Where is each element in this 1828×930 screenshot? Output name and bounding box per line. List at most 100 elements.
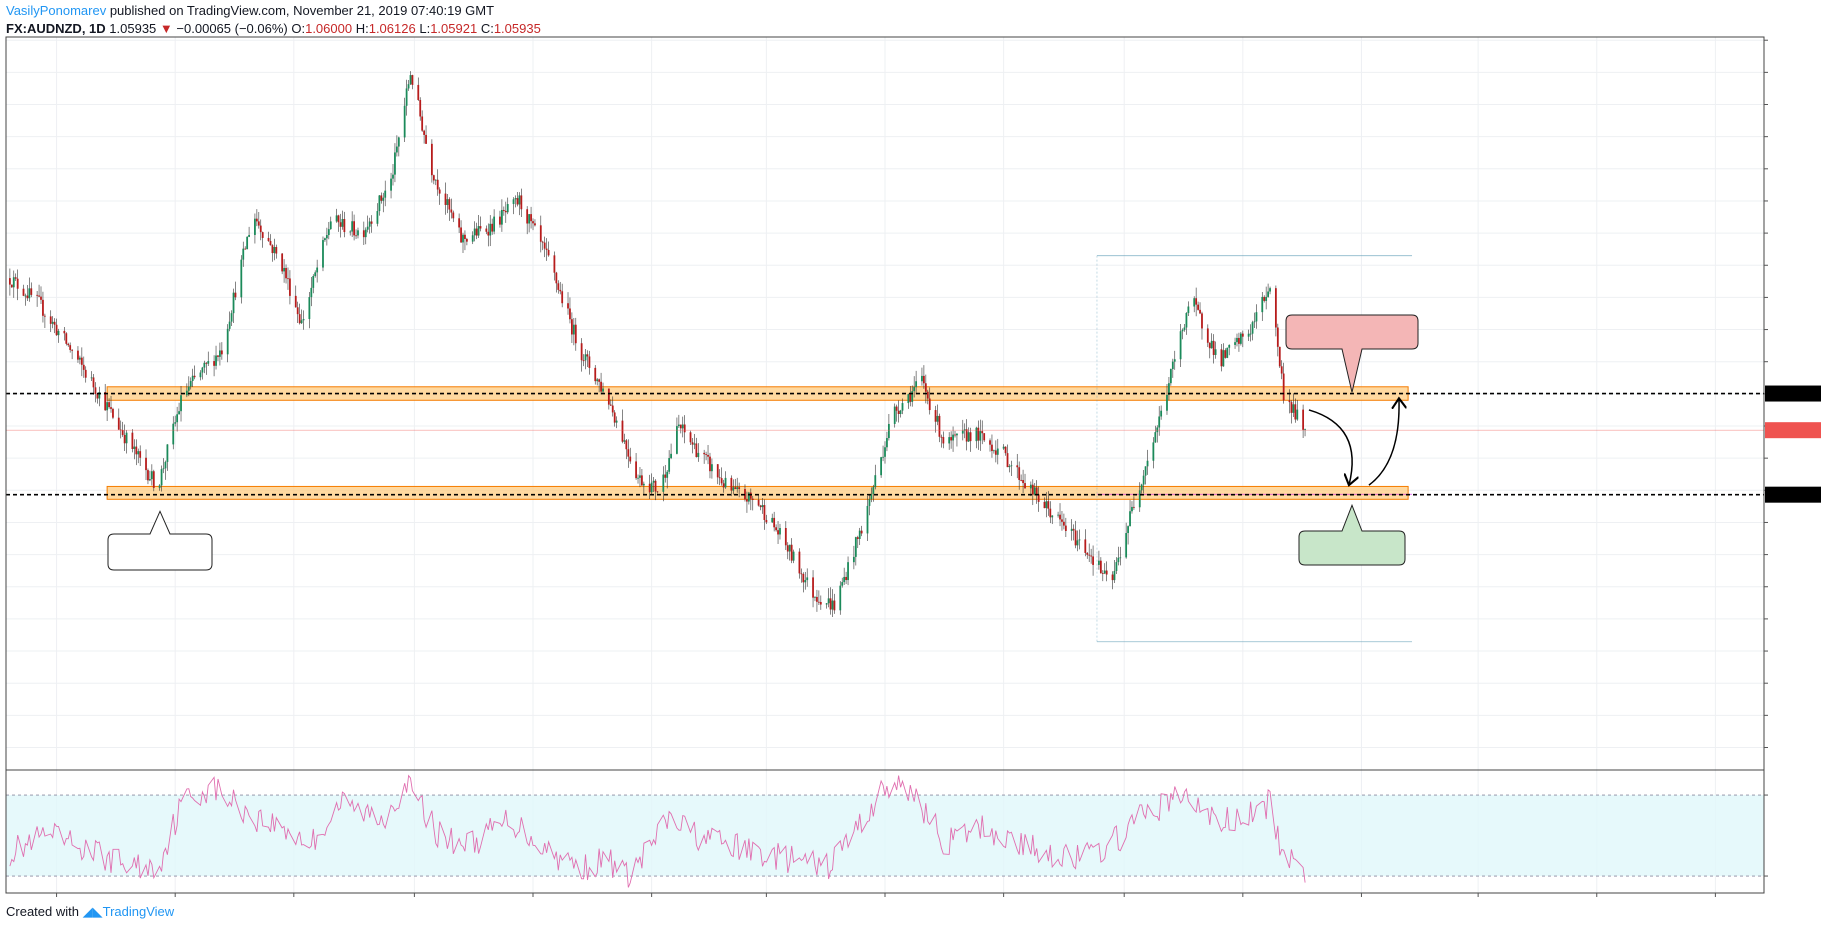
candle-body [1280,366,1283,374]
candle-body [784,528,787,546]
author-link[interactable]: VasilyPonomarev [6,3,107,18]
candle-body [1101,573,1104,574]
candle-body [816,596,818,602]
candle-body [1238,337,1240,344]
candle-body [423,130,426,135]
candle-body [409,75,412,85]
candle-body [458,218,461,228]
candle-body [956,433,958,436]
candle-body [738,487,741,489]
time-axis[interactable] [56,893,1716,897]
callout-support[interactable] [1298,503,1406,566]
candle-body [526,209,529,224]
tradingview-brand[interactable]: TradingView [102,904,175,919]
candle-body [1236,337,1238,343]
annotations[interactable] [107,314,1419,571]
candle-body [166,444,169,462]
candle-body [561,291,564,304]
candle-body [329,221,332,230]
candle-body [817,601,820,603]
candle-body [300,320,303,324]
candle-body [1199,309,1201,314]
callout-resistance[interactable] [1285,314,1419,393]
candle-body [185,390,188,396]
candle-body [922,375,925,384]
candle-body [1074,530,1077,546]
candle-body [975,427,978,442]
candle-body [629,456,632,462]
price-change: −0.00065 (−0.06%) [176,21,288,36]
candle-body [720,478,723,484]
candle-body [1222,350,1225,367]
candle-body [666,471,669,478]
candle-body [623,440,626,442]
candle-body [559,289,562,292]
candle-body [203,362,206,368]
candle-body [1105,570,1108,575]
candle-body [405,88,408,106]
callout-white[interactable] [107,510,213,571]
candle-body [434,179,437,181]
candle-body [895,406,898,411]
candle-body [112,408,114,418]
close-label: C: [480,21,494,36]
candle-body [448,199,451,210]
candle-body [341,219,344,227]
candle-body [1214,349,1217,355]
candle-body [1265,296,1268,301]
candle-body [160,469,163,486]
candle-body [928,398,931,411]
candle-body [411,75,414,85]
candle-body [450,209,453,213]
callout-box [1285,314,1419,393]
price-axis[interactable] [1764,39,1821,877]
candle-body [732,487,735,491]
tradingview-logo-icon: ◢◣ [82,904,103,919]
candle-body [1059,514,1061,520]
candle-body [981,431,984,434]
candle-body [502,209,505,211]
candle-body [1103,570,1106,574]
grid [6,37,1764,893]
candle-body [1006,453,1009,468]
candle-body [312,275,315,288]
candle-body [1029,484,1032,489]
candle-body [1024,483,1026,489]
candle-body [642,483,645,486]
symbol-name[interactable]: FX:AUDNZD, 1D [6,21,106,36]
candle-body [969,432,972,442]
candle-body [695,443,698,458]
candle-body [407,84,410,89]
candle-body [874,475,877,488]
candle-body [899,410,902,415]
candle-body [882,456,884,458]
candle-body [191,375,194,381]
candle-body [121,430,124,435]
candle-body [1111,574,1114,581]
candle-body [845,576,848,581]
candle-body [14,277,17,279]
candle-body [1117,557,1120,563]
candle-body [269,240,272,246]
candle-body [989,440,991,445]
candle-body [1296,409,1299,420]
candle-body [648,483,651,493]
candle-body [940,436,943,438]
candle-body [353,221,355,236]
candle-body [82,364,85,370]
candle-body [69,345,72,350]
candle-body [746,499,748,502]
candle-body [676,426,678,454]
candle-body [804,580,807,583]
candle-body [773,517,776,528]
candle-body [1146,460,1149,467]
candle-body [257,221,260,226]
candle-body [516,198,519,205]
candle-body [444,193,447,205]
candle-body [1144,466,1147,476]
down-arrow-curve [1308,409,1352,485]
footer: Created with ◢◣TradingView [6,904,174,920]
candle-body [1088,554,1091,556]
candle-body [254,218,256,235]
